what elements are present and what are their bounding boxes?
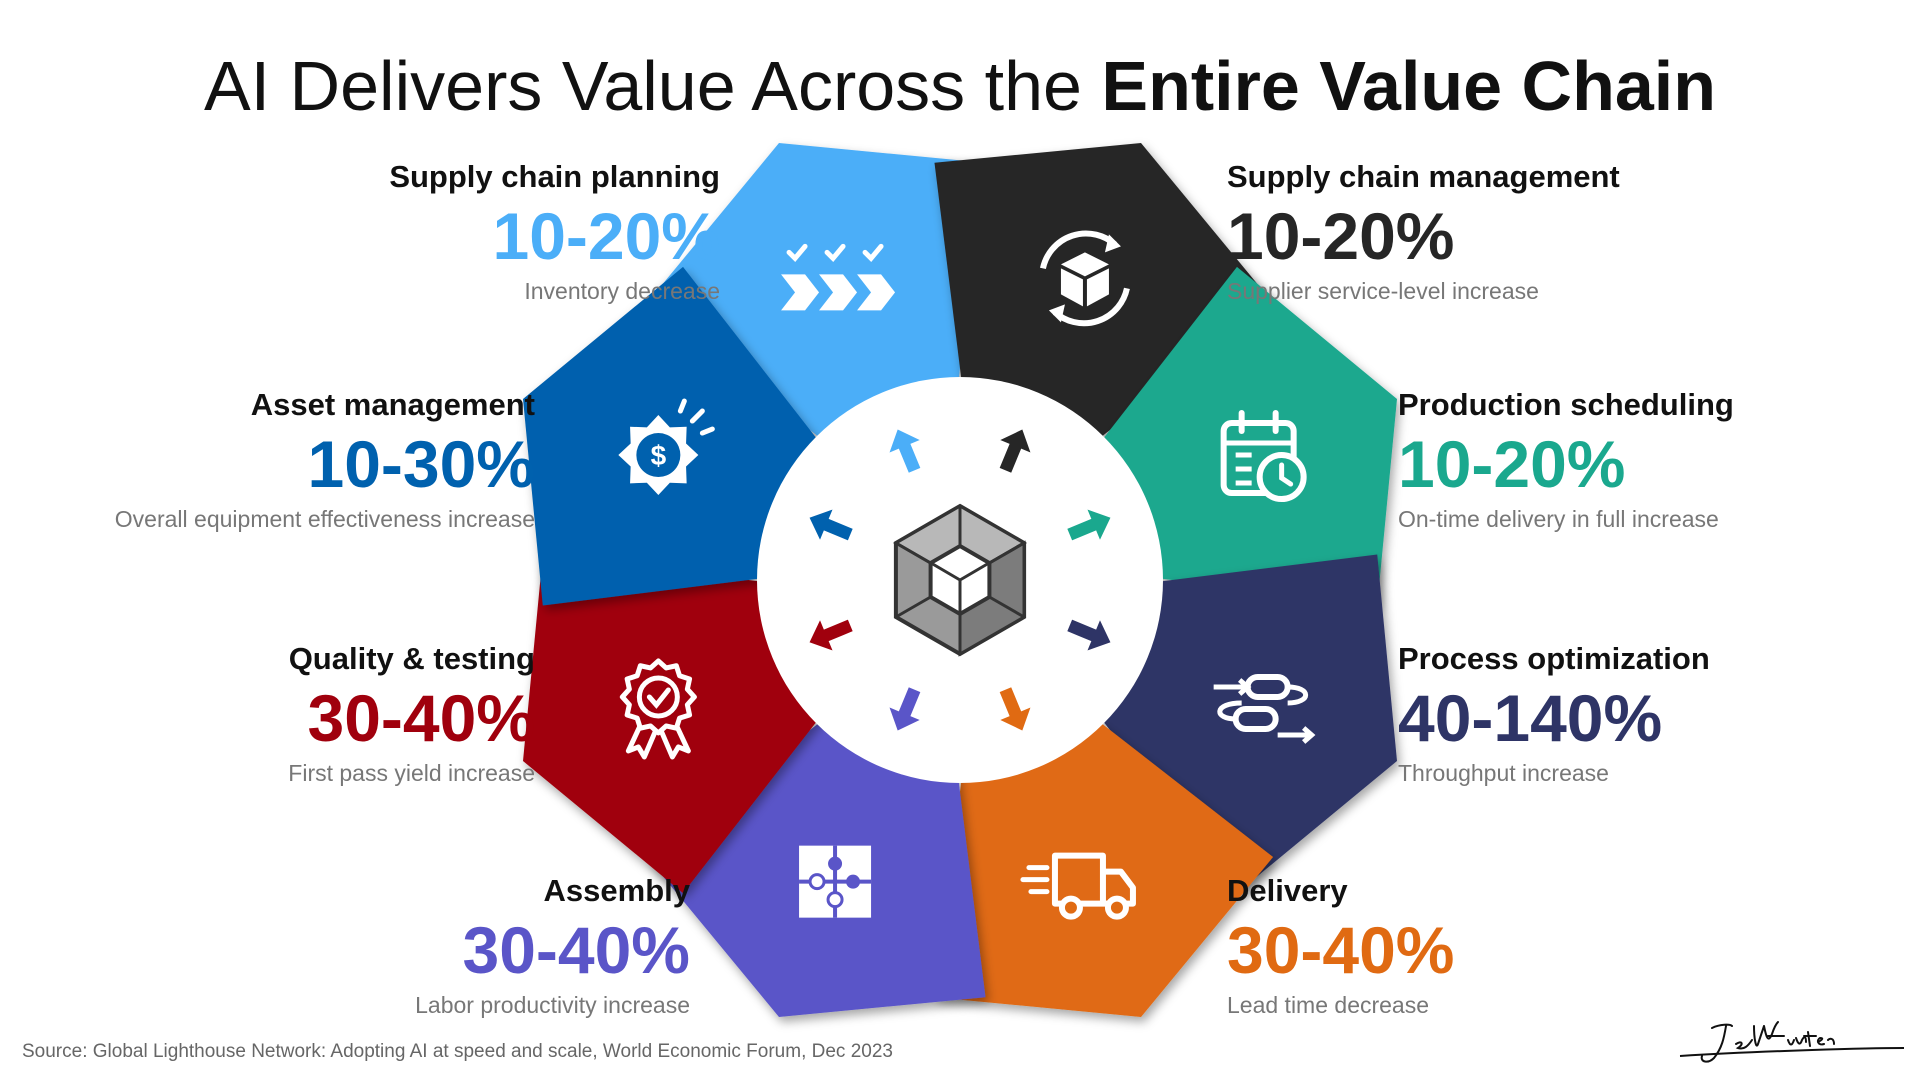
segment-production-scheduling (1086, 266, 1397, 606)
segment-name: Production scheduling (1398, 387, 1734, 422)
segment-description: Labor productivity increase (415, 992, 690, 1018)
arrow-supply-chain-management (996, 427, 1034, 475)
segment-name: Supply chain management (1227, 159, 1620, 194)
label-delivery: Delivery 30-40% Lead time decrease (1227, 872, 1787, 1020)
segment-process-optimization (1086, 554, 1397, 894)
label-production-scheduling: Production scheduling 10-20% On-time del… (1398, 386, 1920, 534)
segment-asset-management: $ (523, 266, 834, 606)
segment-supply-chain-planning (646, 143, 986, 454)
segment-value: 30-40% (307, 681, 536, 755)
segment-description: First pass yield increase (288, 760, 535, 786)
svg-text:$: $ (651, 440, 667, 471)
label-process-optimization: Process optimization 40-140% Throughput … (1398, 640, 1920, 788)
segment-value: 10-30% (307, 427, 536, 501)
signature (1679, 1021, 1905, 1063)
segment-name: Process optimization (1398, 641, 1710, 676)
segment-description: Overall equipment effectiveness increase (114, 506, 535, 532)
arrow-supply-chain-planning (886, 427, 924, 475)
segment-value: 40-140% (1398, 681, 1663, 755)
gear-dollar-icon: $ (618, 398, 715, 496)
segment-value: 30-40% (1227, 913, 1455, 987)
checklist-arrows-icon (781, 243, 896, 311)
segment-delivery (934, 706, 1274, 1017)
label-quality-testing: Quality & testing 30-40% First pass yiel… (0, 640, 535, 788)
process-flow-icon (1213, 673, 1316, 744)
arrow-asset-management (807, 506, 855, 544)
cube-icon (893, 503, 1027, 657)
segment-value: 30-40% (462, 913, 691, 987)
arrow-quality-testing (807, 616, 855, 654)
arrow-delivery (996, 685, 1034, 733)
segment-description: Throughput increase (1398, 760, 1609, 786)
segment-name: Quality & testing (288, 641, 535, 676)
segment-name: Asset management (250, 387, 535, 422)
source-note: Source: Global Lighthouse Network: Adopt… (22, 1041, 893, 1062)
page-title: AI Delivers Value Across the Entire Valu… (203, 47, 1717, 125)
segment-supply-chain-management (934, 143, 1274, 454)
quality-badge-icon (619, 658, 697, 760)
segment-value: 10-20% (1227, 199, 1455, 273)
arrow-assembly (886, 685, 924, 733)
box-cycle-icon (1040, 230, 1130, 327)
arrow-production-scheduling (1065, 506, 1113, 544)
segment-name: Assembly (543, 873, 690, 908)
label-supply-chain-management: Supply chain management 10-20% Supplier … (1227, 158, 1787, 306)
segment-description: Inventory decrease (524, 278, 720, 304)
calendar-clock-icon (1220, 410, 1307, 503)
label-supply-chain-planning: Supply chain planning 10-20% Inventory d… (160, 158, 720, 306)
segment-value: 10-20% (492, 199, 721, 273)
segment-assembly (646, 706, 986, 1017)
label-asset-management: Asset management 10-30% Overall equipmen… (0, 386, 535, 534)
segment-description: Supplier service-level increase (1227, 278, 1539, 304)
segment-description: On-time delivery in full increase (1398, 506, 1719, 532)
segment-value: 10-20% (1398, 427, 1626, 501)
arrow-process-optimization (1065, 616, 1113, 654)
puzzle-icon (799, 845, 872, 918)
label-assembly: Assembly 30-40% Labor productivity incre… (130, 872, 690, 1020)
segment-description: Lead time decrease (1227, 992, 1430, 1018)
segment-name: Supply chain planning (389, 159, 720, 194)
segment-quality-testing (523, 554, 834, 894)
segment-name: Delivery (1227, 873, 1348, 908)
delivery-truck-icon (1020, 852, 1136, 920)
